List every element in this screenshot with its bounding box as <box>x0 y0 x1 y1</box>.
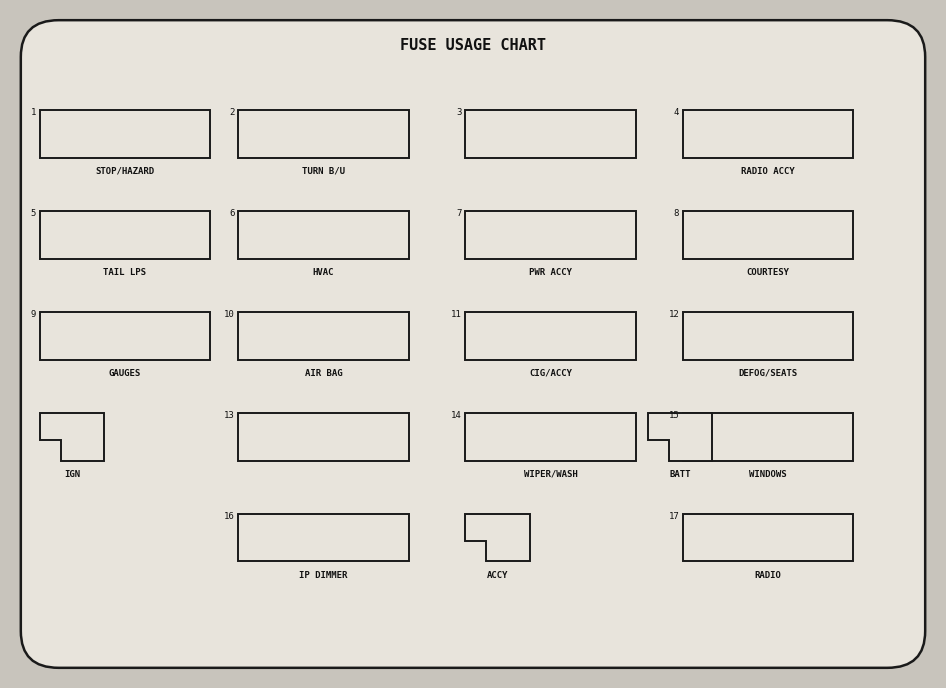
Text: 14: 14 <box>451 411 462 420</box>
Text: DEFOG/SEATS: DEFOG/SEATS <box>739 369 797 378</box>
Text: AIR BAG: AIR BAG <box>305 369 342 378</box>
Text: 16: 16 <box>224 512 235 521</box>
Bar <box>40 211 210 259</box>
Polygon shape <box>648 413 712 460</box>
Text: WINDOWS: WINDOWS <box>749 470 787 479</box>
Bar <box>683 211 853 259</box>
Polygon shape <box>40 413 104 460</box>
Text: TURN B/U: TURN B/U <box>302 167 345 176</box>
Bar <box>465 211 636 259</box>
Text: 2: 2 <box>229 108 235 117</box>
Bar <box>683 110 853 158</box>
Text: CIG/ACCY: CIG/ACCY <box>529 369 572 378</box>
Bar <box>40 312 210 360</box>
Text: 5: 5 <box>30 209 36 218</box>
Text: RADIO ACCY: RADIO ACCY <box>742 167 795 176</box>
Bar <box>465 312 636 360</box>
Text: 1: 1 <box>30 108 36 117</box>
Text: 4: 4 <box>674 108 679 117</box>
Text: IP DIMMER: IP DIMMER <box>299 570 348 579</box>
Text: 13: 13 <box>224 411 235 420</box>
Text: TAIL LPS: TAIL LPS <box>103 268 147 277</box>
Text: 6: 6 <box>229 209 235 218</box>
Text: ACCY: ACCY <box>487 570 508 579</box>
Bar <box>683 413 853 460</box>
Text: GAUGES: GAUGES <box>109 369 141 378</box>
Text: 15: 15 <box>669 411 679 420</box>
Text: 7: 7 <box>456 209 462 218</box>
Text: 9: 9 <box>30 310 36 319</box>
FancyBboxPatch shape <box>21 20 925 668</box>
Bar <box>683 312 853 360</box>
Text: HVAC: HVAC <box>313 268 334 277</box>
Bar <box>238 312 409 360</box>
Text: 11: 11 <box>451 310 462 319</box>
Bar <box>238 110 409 158</box>
Text: COURTESY: COURTESY <box>746 268 790 277</box>
Bar <box>238 211 409 259</box>
Text: 3: 3 <box>456 108 462 117</box>
Bar <box>683 514 853 561</box>
Text: WIPER/WASH: WIPER/WASH <box>524 470 577 479</box>
Text: 10: 10 <box>224 310 235 319</box>
Text: FUSE USAGE CHART: FUSE USAGE CHART <box>400 39 546 54</box>
Bar <box>238 514 409 561</box>
Text: 8: 8 <box>674 209 679 218</box>
Text: 17: 17 <box>669 512 679 521</box>
Text: RADIO: RADIO <box>755 570 781 579</box>
Text: PWR ACCY: PWR ACCY <box>529 268 572 277</box>
Bar <box>238 413 409 460</box>
Text: IGN: IGN <box>63 470 80 479</box>
Text: BATT: BATT <box>670 470 691 479</box>
Bar <box>40 110 210 158</box>
Text: 12: 12 <box>669 310 679 319</box>
Bar <box>465 413 636 460</box>
Polygon shape <box>465 514 530 561</box>
Bar <box>465 110 636 158</box>
Text: STOP/HAZARD: STOP/HAZARD <box>96 167 154 176</box>
